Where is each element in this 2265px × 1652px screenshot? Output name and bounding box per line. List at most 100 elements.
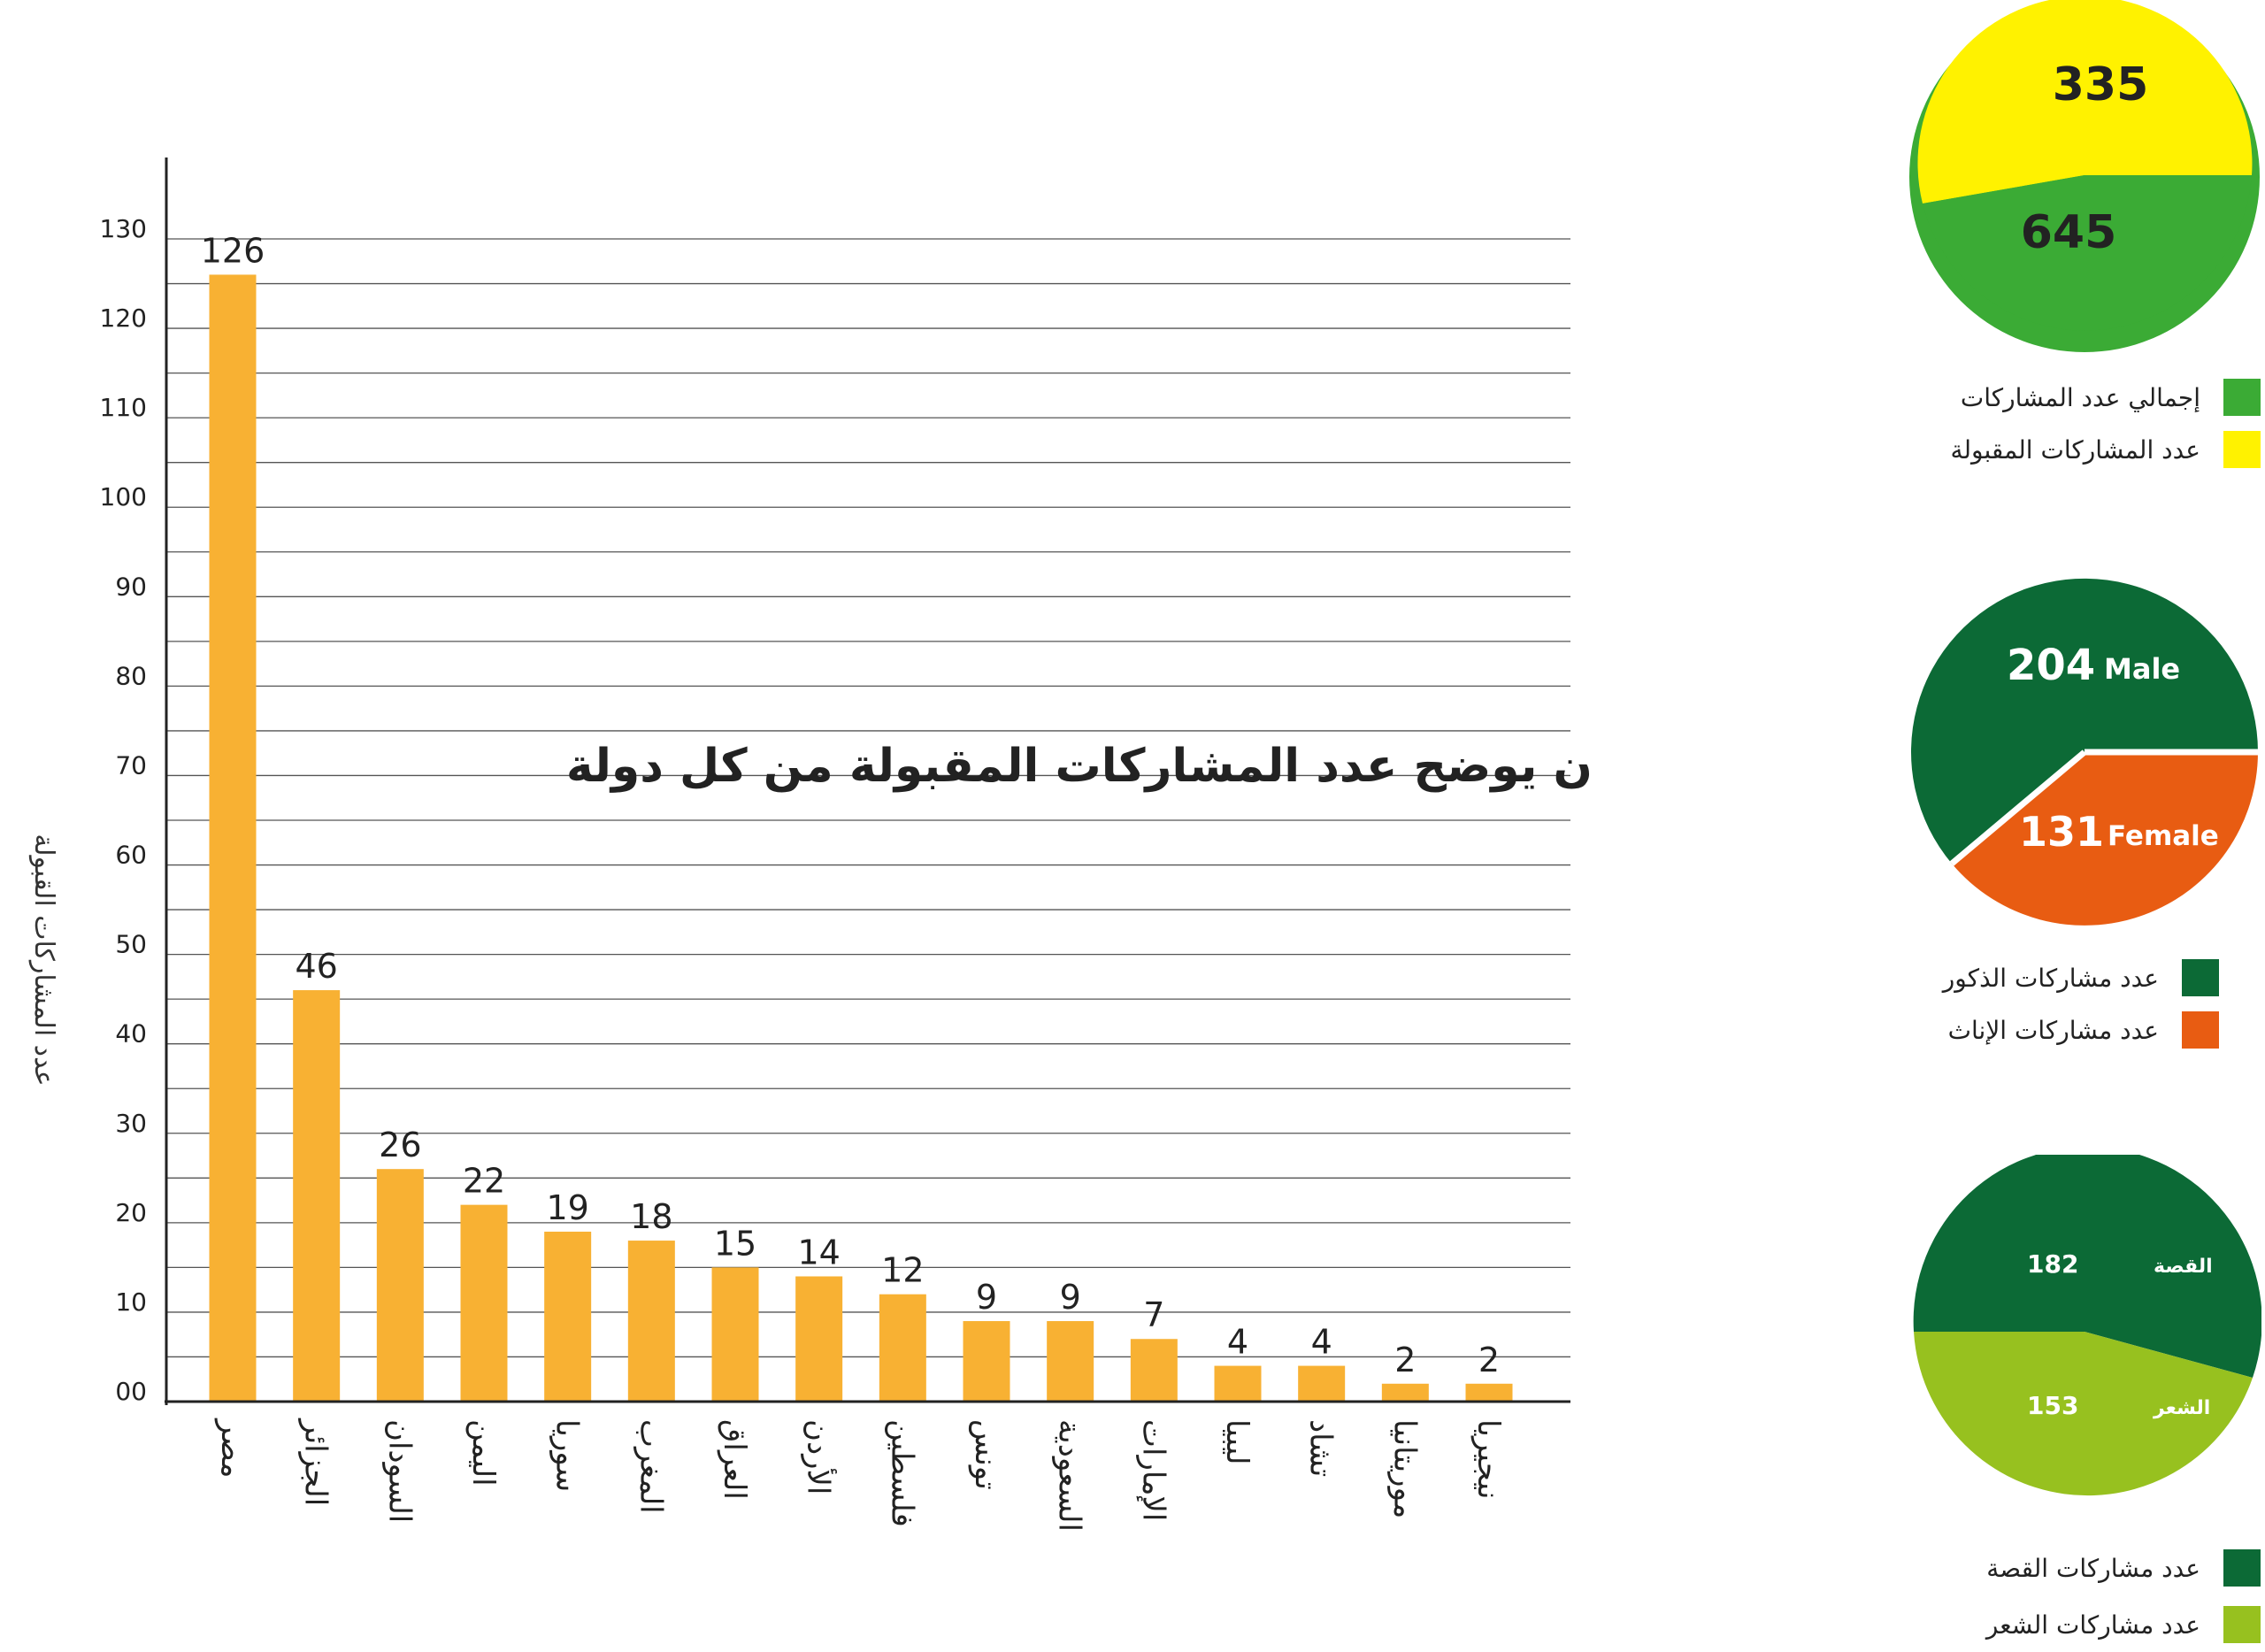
y-axis-tick-labels: 00 10 20 30 40 50 60 70 80 90 100 110 120 130 (100, 214, 147, 1406)
legend-item-male: عدد مشاركات الذكور (1943, 959, 2219, 996)
y-tick-label: 90 (115, 572, 147, 601)
legend-label-female: عدد مشاركات الإناث (1947, 1015, 2159, 1045)
x-category-label: الجزائر (298, 1418, 334, 1506)
legend-label-poetry: عدد مشاركات الشعر (1985, 1610, 2200, 1640)
x-category-label: السودان (381, 1419, 417, 1523)
bar (1298, 1365, 1346, 1402)
pie-1-slice-accepted (1917, 0, 2253, 204)
x-category-label: سوريا (549, 1419, 585, 1492)
bar-value-label: 15 (714, 1224, 756, 1263)
bar (1381, 1383, 1429, 1402)
pie-chart-gender: 204 Male 131 Female (1911, 578, 2258, 926)
pie-2-male-number: 204 (2007, 641, 2095, 690)
bar-value-label: 9 (976, 1278, 997, 1317)
bar-value-label: 4 (1311, 1323, 1332, 1362)
x-category-label: الأردن (801, 1419, 838, 1494)
bars (209, 274, 1513, 1402)
x-axis-category-labels: مصر الجزائر السودان اليمن سوريا المغرب العراق ا… (214, 1418, 1506, 1532)
y-tick-label: 50 (115, 930, 147, 959)
legend-item-accepted: عدد المشاركات المقبولة (1950, 431, 2261, 468)
x-category-label: العراق (717, 1419, 752, 1500)
legend-item-poetry: عدد مشاركات الشعر (1986, 1606, 2261, 1643)
y-tick-label: 40 (115, 1019, 147, 1049)
y-tick-label: 10 (115, 1287, 147, 1317)
bar-value-label: 18 (630, 1197, 672, 1236)
legend-label-story: عدد مشاركات القصة (1986, 1553, 2200, 1583)
y-tick-label: 130 (100, 214, 147, 243)
legend-swatch-female (2182, 1011, 2219, 1049)
x-category-label: موريتانيا (1386, 1419, 1422, 1518)
pie-3-poetry-label: الشعر (2153, 1397, 2210, 1419)
pie-2-female-label: Female (2108, 820, 2219, 852)
y-tick-label: 70 (115, 750, 147, 780)
legend-swatch-story (2223, 1549, 2261, 1587)
bar (711, 1267, 759, 1402)
pie-1-label-335: 335 (2053, 58, 2149, 111)
bar-value-label: 46 (295, 947, 337, 986)
bar (209, 274, 257, 1402)
legend-label-male: عدد مشاركات الذكور (1942, 963, 2159, 993)
pie-2-slice-female (1952, 752, 2258, 926)
y-tick-label: 60 (115, 841, 147, 870)
pie-3-slice-poetry (1914, 1332, 2253, 1496)
y-tick-label: 120 (100, 304, 147, 333)
bar-chart: 00 10 20 30 40 50 60 70 80 90 100 110 120 130 126 46 26… (28, 158, 1593, 1532)
bar (879, 1294, 926, 1402)
y-tick-label: 00 (115, 1377, 147, 1406)
pie-3-story-label: القصة (2154, 1256, 2213, 1278)
chart-title: بيان يوضح عدد المشاركات المقبولة من كل د… (566, 740, 1593, 793)
pie-2-female-number: 131 (2019, 808, 2104, 856)
legend-swatch-accepted (2223, 431, 2261, 468)
bar-value-label: 12 (881, 1251, 924, 1290)
pie-chart-total-vs-accepted: 335 645 (1909, 0, 2260, 352)
bar-value-label: 7 (1143, 1295, 1164, 1334)
y-axis-label: عدد المشاركات القبولة (28, 834, 59, 1086)
bar-value-label: 22 (463, 1162, 505, 1201)
pie-3-poetry-number: 153 (2027, 1391, 2078, 1420)
bar (627, 1241, 675, 1402)
pie-2-divider-2 (1949, 749, 2087, 866)
x-category-label: نيجيريا (1470, 1419, 1506, 1500)
bar-value-label: 2 (1394, 1341, 1416, 1379)
y-tick-label: 80 (115, 661, 147, 690)
bar (293, 990, 341, 1402)
bar (963, 1321, 1010, 1402)
y-tick-label: 110 (100, 393, 147, 422)
x-category-label: الإمارات (1135, 1419, 1171, 1521)
x-category-label: مصر (214, 1418, 250, 1478)
legend-swatch-poetry (2223, 1606, 2261, 1643)
legend-label-total: إجمالي عدد المشاركات (1960, 382, 2200, 412)
pie-1-label-645: 645 (2021, 206, 2117, 259)
bar-value-label: 14 (797, 1233, 840, 1272)
x-category-label: المغرب (633, 1419, 668, 1514)
legend-item-story: عدد مشاركات القصة (1986, 1549, 2261, 1587)
bar (795, 1276, 843, 1402)
bar-value-label: 9 (1060, 1278, 1081, 1317)
bar (1130, 1339, 1178, 1402)
bar (1214, 1365, 1262, 1402)
pie-1-slice-total (1923, 175, 2252, 331)
x-category-label: فلسطين (884, 1419, 919, 1527)
x-category-label: ليبيا (1219, 1419, 1255, 1465)
x-category-label: تشاد (1303, 1419, 1339, 1477)
pie-2-slice-male (1911, 578, 2258, 864)
bar (544, 1231, 592, 1402)
bar-gridlines (166, 238, 1570, 1358)
legend-item-total: إجمالي عدد المشاركات (1961, 379, 2261, 416)
y-tick-label: 100 (100, 482, 147, 511)
legend-item-female: عدد مشاركات الإناث (1948, 1011, 2219, 1049)
bar (376, 1169, 424, 1402)
x-category-label: اليمن (465, 1419, 501, 1487)
legend-swatch-male (2182, 959, 2219, 996)
pie-3-story-number: 182 (2027, 1249, 2078, 1279)
bar-value-label: 19 (546, 1188, 588, 1227)
y-tick-label: 30 (115, 1109, 147, 1138)
pie-2-male-label: Male (2104, 652, 2180, 686)
legend-label-accepted: عدد المشاركات المقبولة (1950, 434, 2200, 465)
x-category-label: تونس (968, 1419, 1003, 1490)
y-tick-label: 20 (115, 1198, 147, 1227)
bar-value-label: 126 (201, 231, 265, 270)
bar (1047, 1321, 1094, 1402)
bar-value-label: 26 (379, 1126, 421, 1164)
